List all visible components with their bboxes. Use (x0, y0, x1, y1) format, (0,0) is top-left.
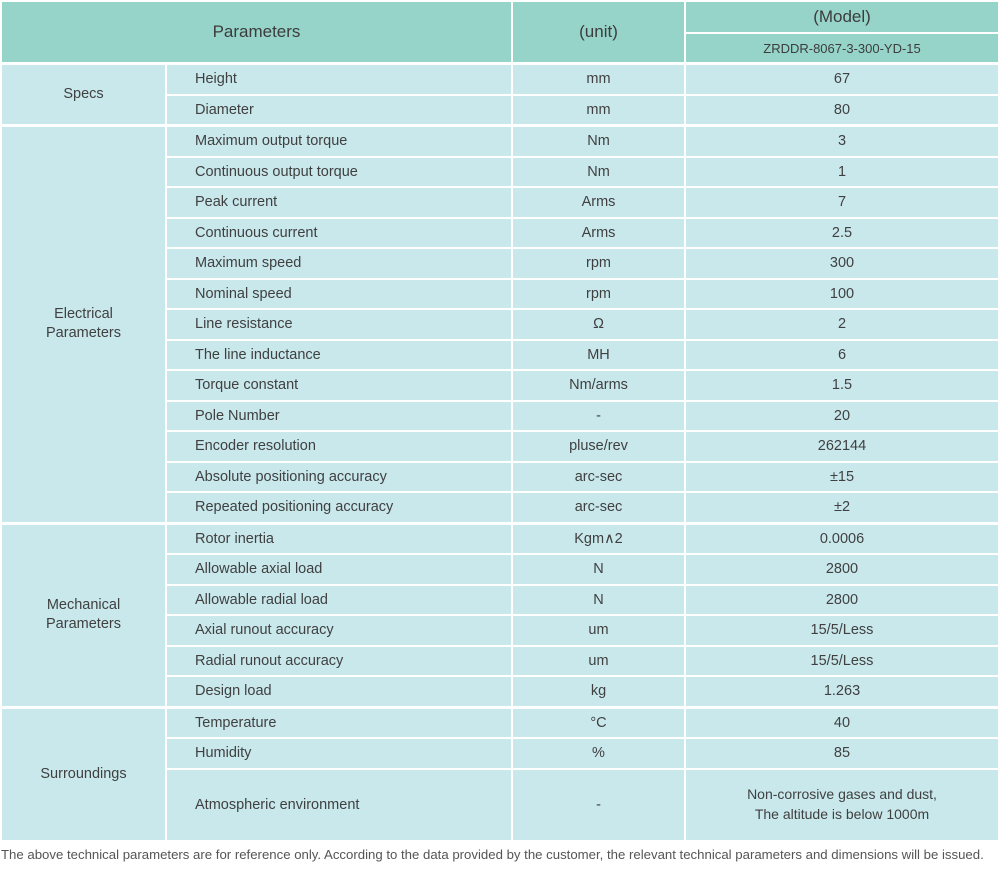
param-name-cell: Absolute positioning accuracy (167, 462, 511, 491)
value-cell: 1.263 (686, 677, 998, 706)
param-name-cell: Nominal speed (167, 279, 511, 308)
value-cell: 0.0006 (686, 524, 998, 553)
header-model-number-cell: ZRDDR-8067-3-300-YD-15 (686, 34, 998, 62)
param-name-cell: Diameter (167, 95, 511, 124)
value-cell: 6 (686, 340, 998, 369)
footer-note: The above technical parameters are for r… (1, 846, 984, 862)
section-surroundings: Surroundings Temperature °C 40 Humidity% 85 At… (2, 708, 998, 840)
param-name-cell: Allowable radial load (167, 585, 511, 614)
unit-cell: Nm (513, 157, 684, 186)
spec-table: Parameters (unit) (Model) ZRDDR-8067-3-3… (2, 2, 998, 840)
param-name-cell: Height (167, 65, 511, 94)
unit-cell: Arms (513, 218, 684, 247)
value-cell: ±2 (686, 493, 998, 522)
param-name-cell: Axial runout accuracy (167, 616, 511, 645)
value-cell: 7 (686, 188, 998, 217)
unit-cell: Ω (513, 310, 684, 339)
unit-cell: N (513, 555, 684, 584)
section-label-cell: Specs (2, 65, 165, 124)
unit-cell: °C (513, 708, 684, 737)
value-cell: 2.5 (686, 218, 998, 247)
section-label-cell: Mechanical Parameters (2, 524, 165, 706)
value-cell: 2 (686, 310, 998, 339)
unit-cell: rpm (513, 249, 684, 278)
value-cell: 1 (686, 157, 998, 186)
param-name-cell: The line inductance (167, 340, 511, 369)
value-cell: 1.5 (686, 371, 998, 400)
value-cell: 100 (686, 279, 998, 308)
param-name-cell: Torque constant (167, 371, 511, 400)
table-body: Specs Height mm 67 Diameter mm 80 Electrical Pa… (2, 65, 998, 840)
unit-cell: um (513, 646, 684, 675)
section-specs: Specs Height mm 67 Diameter mm 80 (2, 65, 998, 124)
param-name-cell: Humidity (167, 739, 511, 768)
value-cell: 85 (686, 739, 998, 768)
param-name-cell: Continuous current (167, 218, 511, 247)
param-name-cell: Allowable axial load (167, 555, 511, 584)
section-mechanical-parameters: Mechanical Parameters Rotor inertia Kgm∧2 0… (2, 524, 998, 706)
param-name-cell: Continuous output torque (167, 157, 511, 186)
value-cell: 2800 (686, 555, 998, 584)
param-name-cell: Maximum speed (167, 249, 511, 278)
unit-cell: pluse/rev (513, 432, 684, 461)
value-cell: 40 (686, 708, 998, 737)
header-unit-cell: (unit) (513, 2, 684, 62)
param-name-cell: Radial runout accuracy (167, 646, 511, 675)
section-label-cell: Surroundings (2, 708, 165, 840)
param-name-cell: Pole Number (167, 401, 511, 430)
unit-cell: mm (513, 65, 684, 94)
unit-cell: kg (513, 677, 684, 706)
unit-cell: Arms (513, 188, 684, 217)
param-name-cell: Line resistance (167, 310, 511, 339)
unit-cell: MH (513, 340, 684, 369)
unit-cell: - (513, 401, 684, 430)
param-name-cell: Rotor inertia (167, 524, 511, 553)
param-name-cell: Repeated positioning accuracy (167, 493, 511, 522)
value-cell: 262144 (686, 432, 998, 461)
unit-cell: arc-sec (513, 462, 684, 491)
unit-cell: arc-sec (513, 493, 684, 522)
unit-cell: - (513, 769, 684, 840)
value-cell: 15/5/Less (686, 646, 998, 675)
table-header: Parameters (unit) (Model) ZRDDR-8067-3-3… (2, 2, 998, 62)
param-name-cell: Encoder resolution (167, 432, 511, 461)
param-name-cell: Maximum output torque (167, 127, 511, 156)
value-cell: 2800 (686, 585, 998, 614)
unit-cell: N (513, 585, 684, 614)
header-model-cell: (Model) (686, 2, 998, 32)
value-cell: Non-corrosive gases and dust, The altitu… (686, 769, 998, 840)
section-electrical-parameters: Electrical Parameters Maximum output torq… (2, 127, 998, 522)
value-cell: ±15 (686, 462, 998, 491)
value-cell: 80 (686, 95, 998, 124)
unit-cell: mm (513, 95, 684, 124)
unit-cell: Nm (513, 127, 684, 156)
value-cell: 67 (686, 65, 998, 94)
section-label-cell: Electrical Parameters (2, 127, 165, 522)
param-name-cell: Temperature (167, 708, 511, 737)
value-cell: 20 (686, 401, 998, 430)
value-cell: 3 (686, 127, 998, 156)
param-name-cell: Atmospheric environment (167, 769, 511, 840)
unit-cell: % (513, 739, 684, 768)
unit-cell: Kgm∧2 (513, 524, 684, 553)
value-cell: 300 (686, 249, 998, 278)
unit-cell: rpm (513, 279, 684, 308)
unit-cell: Nm/arms (513, 371, 684, 400)
param-name-cell: Design load (167, 677, 511, 706)
header-parameters-cell: Parameters (2, 2, 511, 62)
param-name-cell: Peak current (167, 188, 511, 217)
unit-cell: um (513, 616, 684, 645)
value-cell: 15/5/Less (686, 616, 998, 645)
